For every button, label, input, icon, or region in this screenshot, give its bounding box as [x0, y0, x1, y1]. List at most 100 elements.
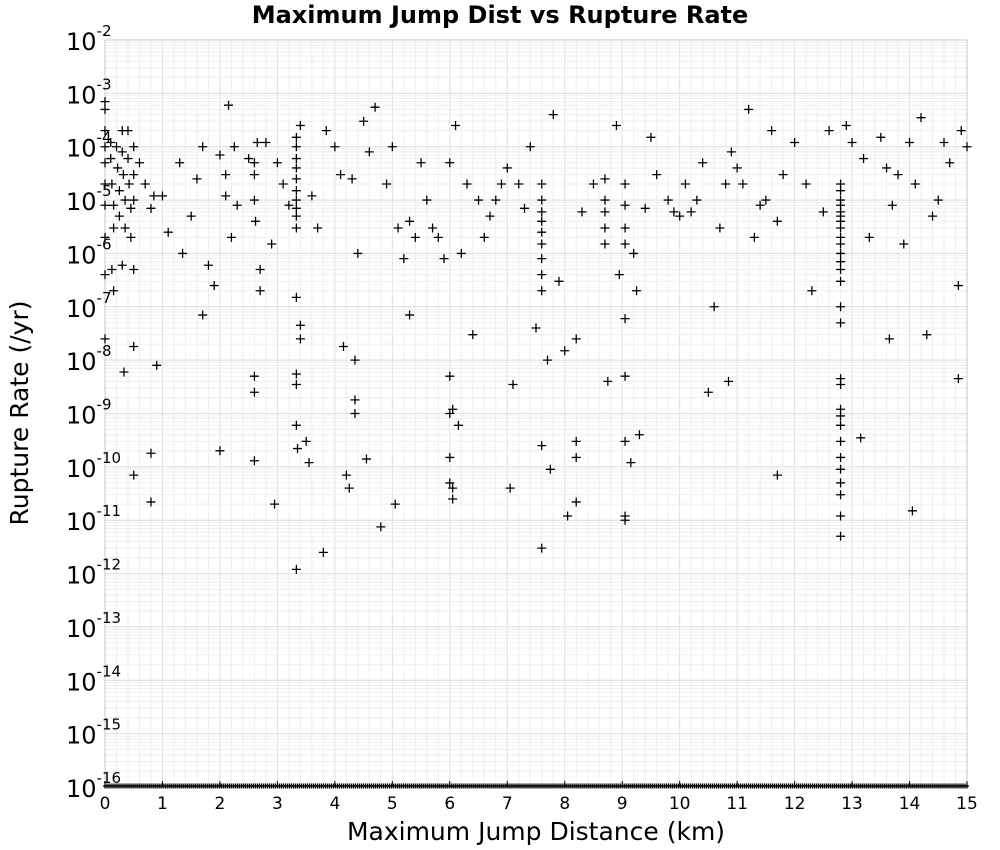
data-point [836, 464, 846, 474]
data-point [626, 458, 636, 468]
data-point [749, 232, 759, 242]
y-tick-exponent: -2 [97, 22, 112, 40]
data-point [291, 154, 301, 164]
data-point [600, 207, 610, 217]
data-point [669, 207, 679, 217]
data-point [100, 270, 110, 280]
data-point [120, 223, 130, 233]
data-point [129, 342, 139, 352]
chart-title: Maximum Jump Dist vs Rupture Rate [252, 1, 749, 29]
data-point [448, 483, 458, 493]
data-point [186, 211, 196, 221]
data-point [542, 355, 552, 365]
data-point [291, 292, 301, 302]
data-point [111, 142, 121, 152]
y-tick-exponent: -14 [97, 662, 122, 680]
data-point [399, 254, 409, 264]
data-point [229, 142, 239, 152]
data-point [836, 264, 846, 274]
data-point [721, 179, 731, 189]
data-point [129, 142, 139, 152]
data-point [537, 441, 547, 451]
data-point [836, 531, 846, 541]
data-point [100, 200, 110, 210]
data-point [291, 174, 301, 184]
data-point [910, 179, 920, 189]
y-axis-label: Rupture Rate (/yr) [5, 301, 34, 526]
data-point [887, 200, 897, 210]
data-point [646, 132, 656, 142]
y-tick-label: 10-15 [66, 716, 121, 750]
data-point [291, 132, 301, 142]
data-point [836, 276, 846, 286]
data-point [859, 154, 869, 164]
data-point [571, 334, 581, 344]
data-point [462, 179, 472, 189]
y-tick-exponent: -15 [97, 716, 122, 734]
data-point [353, 248, 363, 258]
data-point [344, 483, 354, 493]
data-point [445, 452, 455, 462]
data-point [291, 163, 301, 173]
x-tick-label: 13 [841, 794, 863, 814]
data-point [359, 116, 369, 126]
data-point [634, 430, 644, 440]
data-point [479, 232, 489, 242]
y-tick-exponent: -6 [97, 235, 112, 253]
y-tick-exponent: -12 [97, 556, 122, 574]
data-point [629, 248, 639, 258]
data-point [117, 147, 127, 157]
data-point [790, 137, 800, 147]
data-point [410, 232, 420, 242]
data-point [252, 137, 262, 147]
data-point [514, 179, 524, 189]
data-point [405, 216, 415, 226]
data-point [537, 179, 547, 189]
data-point [953, 281, 963, 291]
data-point [620, 223, 630, 233]
x-tick-label: 2 [215, 794, 226, 814]
data-point [291, 186, 301, 196]
y-tick-exponent: -10 [97, 449, 122, 467]
data-point [226, 232, 236, 242]
data-point [293, 444, 303, 454]
data-point [249, 170, 259, 180]
data-point [767, 126, 777, 136]
data-point [686, 207, 696, 217]
data-point [107, 179, 117, 189]
data-point [755, 200, 765, 210]
data-point [106, 137, 116, 147]
data-point [382, 179, 392, 189]
data-point [100, 232, 110, 242]
y-tick-exponent: -11 [97, 502, 122, 520]
data-point [836, 478, 846, 488]
data-point [129, 264, 139, 274]
data-point [537, 227, 547, 237]
data-point [778, 170, 788, 180]
data-point [107, 264, 117, 274]
data-point [106, 154, 116, 164]
data-point [313, 223, 323, 233]
data-point [772, 216, 782, 226]
data-point [772, 470, 782, 480]
data-point [100, 142, 110, 152]
data-point [118, 170, 128, 180]
data-point [416, 158, 426, 168]
y-tick-exponent: -16 [97, 769, 122, 787]
data-point [129, 195, 139, 205]
data-point [600, 223, 610, 233]
data-point [474, 195, 484, 205]
data-point [100, 97, 110, 107]
x-tick-label: 11 [726, 794, 748, 814]
data-point [448, 494, 458, 504]
data-point [945, 158, 955, 168]
data-point [146, 448, 156, 458]
data-point [249, 456, 259, 466]
data-point [953, 374, 963, 384]
data-points [100, 97, 972, 789]
data-point [453, 420, 463, 430]
data-point [445, 158, 455, 168]
data-point [255, 264, 265, 274]
data-point [836, 511, 846, 521]
x-tick-label: 0 [100, 794, 111, 814]
